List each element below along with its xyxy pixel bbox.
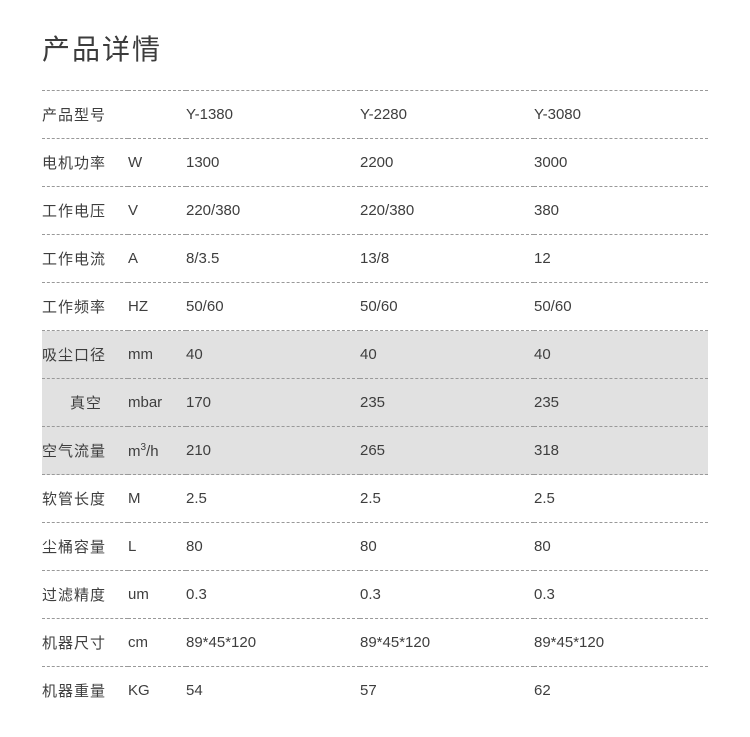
table-row: 机器重量KG545762 xyxy=(42,667,708,715)
table-row: 过滤精度um0.30.30.3 xyxy=(42,571,708,619)
spec-value: 0.3 xyxy=(534,571,708,619)
spec-label: 软管长度 xyxy=(42,475,128,523)
spec-label: 工作电流 xyxy=(42,235,128,283)
spec-unit xyxy=(128,91,186,139)
spec-value: 40 xyxy=(534,331,708,379)
table-row: 工作电流A8/3.513/812 xyxy=(42,235,708,283)
spec-value: 12 xyxy=(534,235,708,283)
spec-label: 电机功率 xyxy=(42,139,128,187)
table-row: 工作电压V220/380220/380380 xyxy=(42,187,708,235)
spec-value: 50/60 xyxy=(534,283,708,331)
spec-value: 220/380 xyxy=(186,187,360,235)
spec-value: 89*45*120 xyxy=(186,619,360,667)
spec-unit: KG xyxy=(128,667,186,715)
spec-label: 尘桶容量 xyxy=(42,523,128,571)
spec-value: 2.5 xyxy=(360,475,534,523)
table-row: 机器尺寸cm89*45*12089*45*12089*45*120 xyxy=(42,619,708,667)
spec-value: 54 xyxy=(186,667,360,715)
table-row: 工作频率HZ50/6050/6050/60 xyxy=(42,283,708,331)
spec-value: Y-1380 xyxy=(186,91,360,139)
spec-value: 265 xyxy=(360,427,534,475)
spec-unit: cm xyxy=(128,619,186,667)
spec-value: 80 xyxy=(534,523,708,571)
spec-unit: W xyxy=(128,139,186,187)
table-row: 吸尘口径mm404040 xyxy=(42,331,708,379)
spec-value: 0.3 xyxy=(186,571,360,619)
spec-value: 0.3 xyxy=(360,571,534,619)
spec-label: 吸尘口径 xyxy=(42,331,128,379)
spec-value: Y-2280 xyxy=(360,91,534,139)
spec-value: 2200 xyxy=(360,139,534,187)
spec-value: 62 xyxy=(534,667,708,715)
spec-label: 过滤精度 xyxy=(42,571,128,619)
spec-value: 235 xyxy=(360,379,534,427)
spec-label: 工作频率 xyxy=(42,283,128,331)
spec-label: 机器尺寸 xyxy=(42,619,128,667)
spec-value: 210 xyxy=(186,427,360,475)
table-row: 空气流量m3/h210265318 xyxy=(42,427,708,475)
spec-value: 170 xyxy=(186,379,360,427)
spec-value: 50/60 xyxy=(360,283,534,331)
spec-table: 产品型号Y-1380Y-2280Y-3080电机功率W130022003000工… xyxy=(42,90,708,714)
page-title: 产品详情 xyxy=(42,28,708,68)
spec-label: 工作电压 xyxy=(42,187,128,235)
spec-value: 8/3.5 xyxy=(186,235,360,283)
table-row: 真空mbar170235235 xyxy=(42,379,708,427)
spec-value: 2.5 xyxy=(186,475,360,523)
spec-value: 3000 xyxy=(534,139,708,187)
spec-unit: mm xyxy=(128,331,186,379)
spec-label: 机器重量 xyxy=(42,667,128,715)
spec-value: 89*45*120 xyxy=(360,619,534,667)
spec-value: 80 xyxy=(360,523,534,571)
spec-value: 80 xyxy=(186,523,360,571)
spec-label: 真空 xyxy=(42,379,128,427)
spec-unit: m3/h xyxy=(128,427,186,475)
spec-label: 产品型号 xyxy=(42,91,128,139)
spec-value: 1300 xyxy=(186,139,360,187)
spec-label: 空气流量 xyxy=(42,427,128,475)
table-row: 尘桶容量L808080 xyxy=(42,523,708,571)
spec-value: 220/380 xyxy=(360,187,534,235)
spec-value: 89*45*120 xyxy=(534,619,708,667)
spec-unit: M xyxy=(128,475,186,523)
spec-value: 57 xyxy=(360,667,534,715)
spec-value: 40 xyxy=(186,331,360,379)
table-row: 产品型号 Y-1380Y-2280Y-3080 xyxy=(42,91,708,139)
spec-value: 40 xyxy=(360,331,534,379)
spec-unit: um xyxy=(128,571,186,619)
spec-unit: HZ xyxy=(128,283,186,331)
spec-value: 13/8 xyxy=(360,235,534,283)
spec-value: 2.5 xyxy=(534,475,708,523)
spec-value: 380 xyxy=(534,187,708,235)
spec-unit: mbar xyxy=(128,379,186,427)
spec-unit: L xyxy=(128,523,186,571)
table-row: 软管长度M2.52.52.5 xyxy=(42,475,708,523)
table-row: 电机功率W130022003000 xyxy=(42,139,708,187)
spec-value: Y-3080 xyxy=(534,91,708,139)
spec-unit: V xyxy=(128,187,186,235)
spec-unit: A xyxy=(128,235,186,283)
spec-value: 50/60 xyxy=(186,283,360,331)
spec-value: 318 xyxy=(534,427,708,475)
spec-value: 235 xyxy=(534,379,708,427)
